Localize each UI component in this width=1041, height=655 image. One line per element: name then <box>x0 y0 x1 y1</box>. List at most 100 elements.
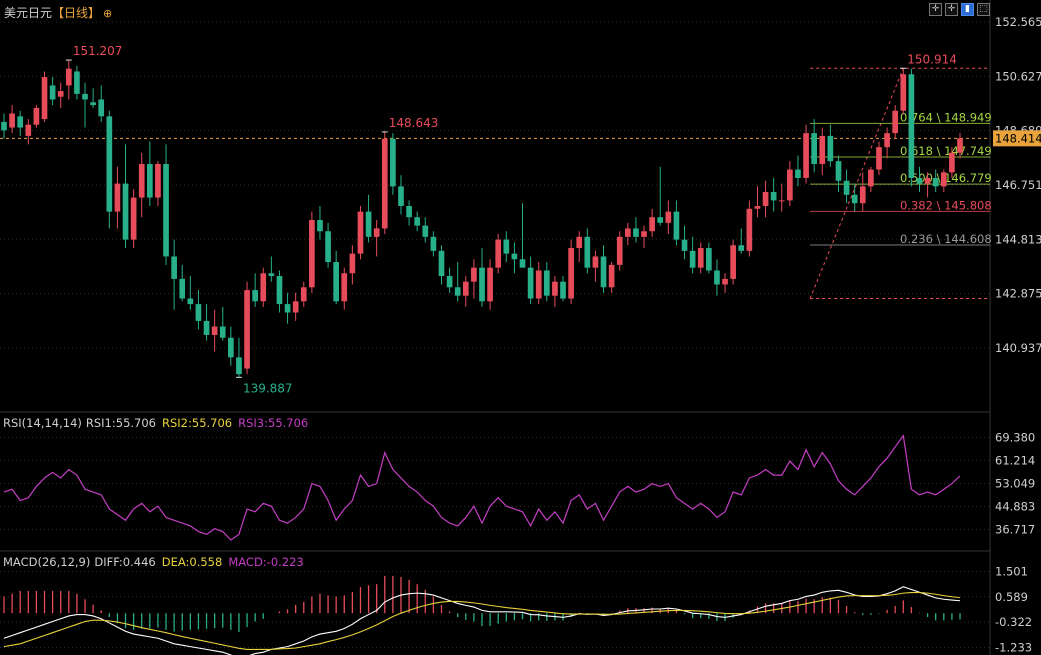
candle-body <box>746 208 753 251</box>
macd-legend: MACD(26,12,9) DIFF:0.446 DEA:0.558 MACD:-0.… <box>3 555 310 569</box>
candle-body <box>438 250 445 277</box>
candle-body <box>446 276 453 288</box>
candle-body <box>738 245 745 251</box>
candle-body <box>65 68 72 86</box>
candle-body <box>114 183 121 212</box>
candle-body <box>876 147 882 170</box>
candle-body <box>754 206 761 209</box>
candle-body <box>300 287 307 302</box>
candle-body <box>357 211 364 254</box>
candle-body <box>414 217 421 226</box>
candle-body <box>819 135 826 164</box>
candle-body <box>309 220 315 288</box>
candle-body <box>471 267 477 282</box>
candle-body <box>689 250 696 268</box>
candle-body <box>17 116 24 128</box>
y-tick-label: 142.875 <box>995 287 1041 301</box>
candle-body <box>341 273 348 302</box>
macd-value: MACD:-0.223 <box>228 555 304 569</box>
candle-body <box>681 239 688 251</box>
y-tick-label: 53.049 <box>995 476 1035 490</box>
candle-body <box>373 228 380 237</box>
y-tick-label: 1.501 <box>995 564 1028 578</box>
candle-body <box>155 163 161 198</box>
candle-body <box>673 211 680 240</box>
candle-body <box>600 256 607 288</box>
y-tick-label: 150.627 <box>995 69 1041 83</box>
candle-body <box>284 304 291 313</box>
candle-body <box>25 124 32 136</box>
candle-body <box>641 231 647 237</box>
candle-body <box>130 197 137 240</box>
rsi-title: RSI(14,14,14) <box>3 416 82 430</box>
candle-body <box>868 169 874 187</box>
candle-body <box>787 169 793 201</box>
symbol-label: 美元日元 <box>4 6 53 20</box>
extreme-label: 139.887 <box>243 381 293 395</box>
candle-body <box>219 326 226 338</box>
candle-body <box>398 186 404 207</box>
candle-body <box>892 110 899 134</box>
candle-body <box>592 256 599 268</box>
candle-body <box>98 99 105 117</box>
candle-body <box>535 270 542 299</box>
candle-body <box>560 281 566 299</box>
candle-body <box>171 256 177 279</box>
candle-body <box>462 281 469 296</box>
candle-body <box>430 236 437 251</box>
candle-body <box>957 138 963 153</box>
y-tick-label: 146.751 <box>995 178 1041 192</box>
candle-body <box>454 287 461 296</box>
crosshair-icon[interactable]: ✛ <box>929 3 942 16</box>
candle-body <box>803 133 809 178</box>
candle-body <box>851 194 858 204</box>
diff-value: DIFF:0.446 <box>94 555 156 569</box>
candle-body <box>317 220 323 232</box>
candle-body <box>543 270 550 296</box>
macd-title: MACD(26,12,9) <box>3 555 91 569</box>
rsi-legend: RSI(14,14,14) RSI1:55.706 RSI2:55.706 RSI3:… <box>3 416 314 430</box>
candle-body <box>916 177 923 184</box>
candle-body <box>706 248 712 271</box>
candle-body <box>195 304 202 321</box>
candle-body <box>57 91 64 97</box>
rsi3-value: RSI3:55.706 <box>238 416 309 430</box>
extreme-label: 148.643 <box>389 116 439 130</box>
fib-level-label: 0.618 \ 147.749 <box>900 144 992 158</box>
candle-body <box>730 245 736 279</box>
y-tick-label: 69.380 <box>995 430 1035 444</box>
maximize-icon[interactable]: ⬚ <box>977 3 990 16</box>
candle-body <box>422 225 429 237</box>
candle-body <box>519 259 526 268</box>
macd-line <box>3 592 961 650</box>
candle-body <box>940 172 947 187</box>
candle-body <box>584 236 591 268</box>
candle-body <box>657 217 664 223</box>
crosshair-icon[interactable]: ✛ <box>945 3 958 16</box>
candle-body <box>843 180 850 195</box>
candle-body <box>770 191 777 201</box>
circle-plus-icon[interactable]: ⊕ <box>103 7 113 20</box>
candle-body <box>900 74 907 111</box>
candle-body <box>9 113 15 128</box>
candle-body <box>122 183 129 240</box>
candle-body <box>211 326 218 335</box>
candle-body <box>203 320 210 335</box>
candle-body <box>244 290 250 369</box>
candle-body <box>179 278 186 299</box>
candle-body <box>381 138 388 229</box>
y-tick-label: -1.233 <box>995 641 1032 655</box>
candle-body <box>722 278 728 285</box>
candle-body <box>228 337 234 358</box>
candle-body <box>665 211 672 223</box>
candle-body <box>390 138 396 187</box>
candle-body <box>697 248 704 268</box>
interval-label[interactable]: 【日线】 <box>52 6 101 20</box>
rsi2-value: RSI2:55.706 <box>162 416 233 430</box>
y-tick-label: 44.883 <box>995 499 1035 513</box>
candle-body <box>778 200 785 202</box>
chart-mode-icon[interactable]: ▮ <box>961 3 974 16</box>
candle-body <box>82 93 88 100</box>
candle-body <box>835 161 842 181</box>
